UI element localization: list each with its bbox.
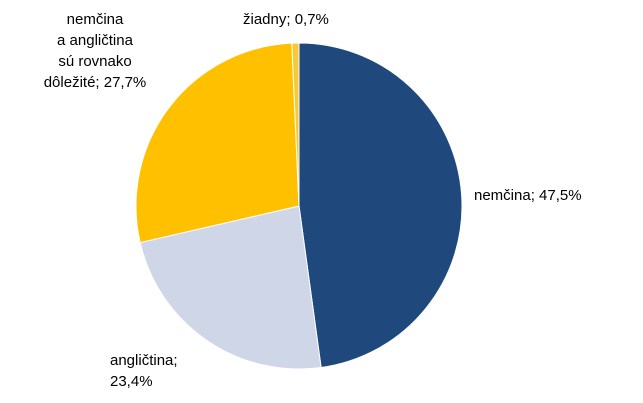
pie-slice: [298, 42, 463, 369]
data-label: žiadny; 0,7%: [243, 11, 329, 28]
pie-slice: [291, 42, 300, 207]
pie-slice: [135, 42, 300, 244]
data-label: nemčina; 47,5%: [474, 187, 582, 204]
data-label: nemčina a angličtina sú rovnako dôležité…: [43, 11, 147, 91]
pie-slice: [139, 205, 322, 370]
data-label: angličtina; 23,4%: [110, 352, 178, 390]
